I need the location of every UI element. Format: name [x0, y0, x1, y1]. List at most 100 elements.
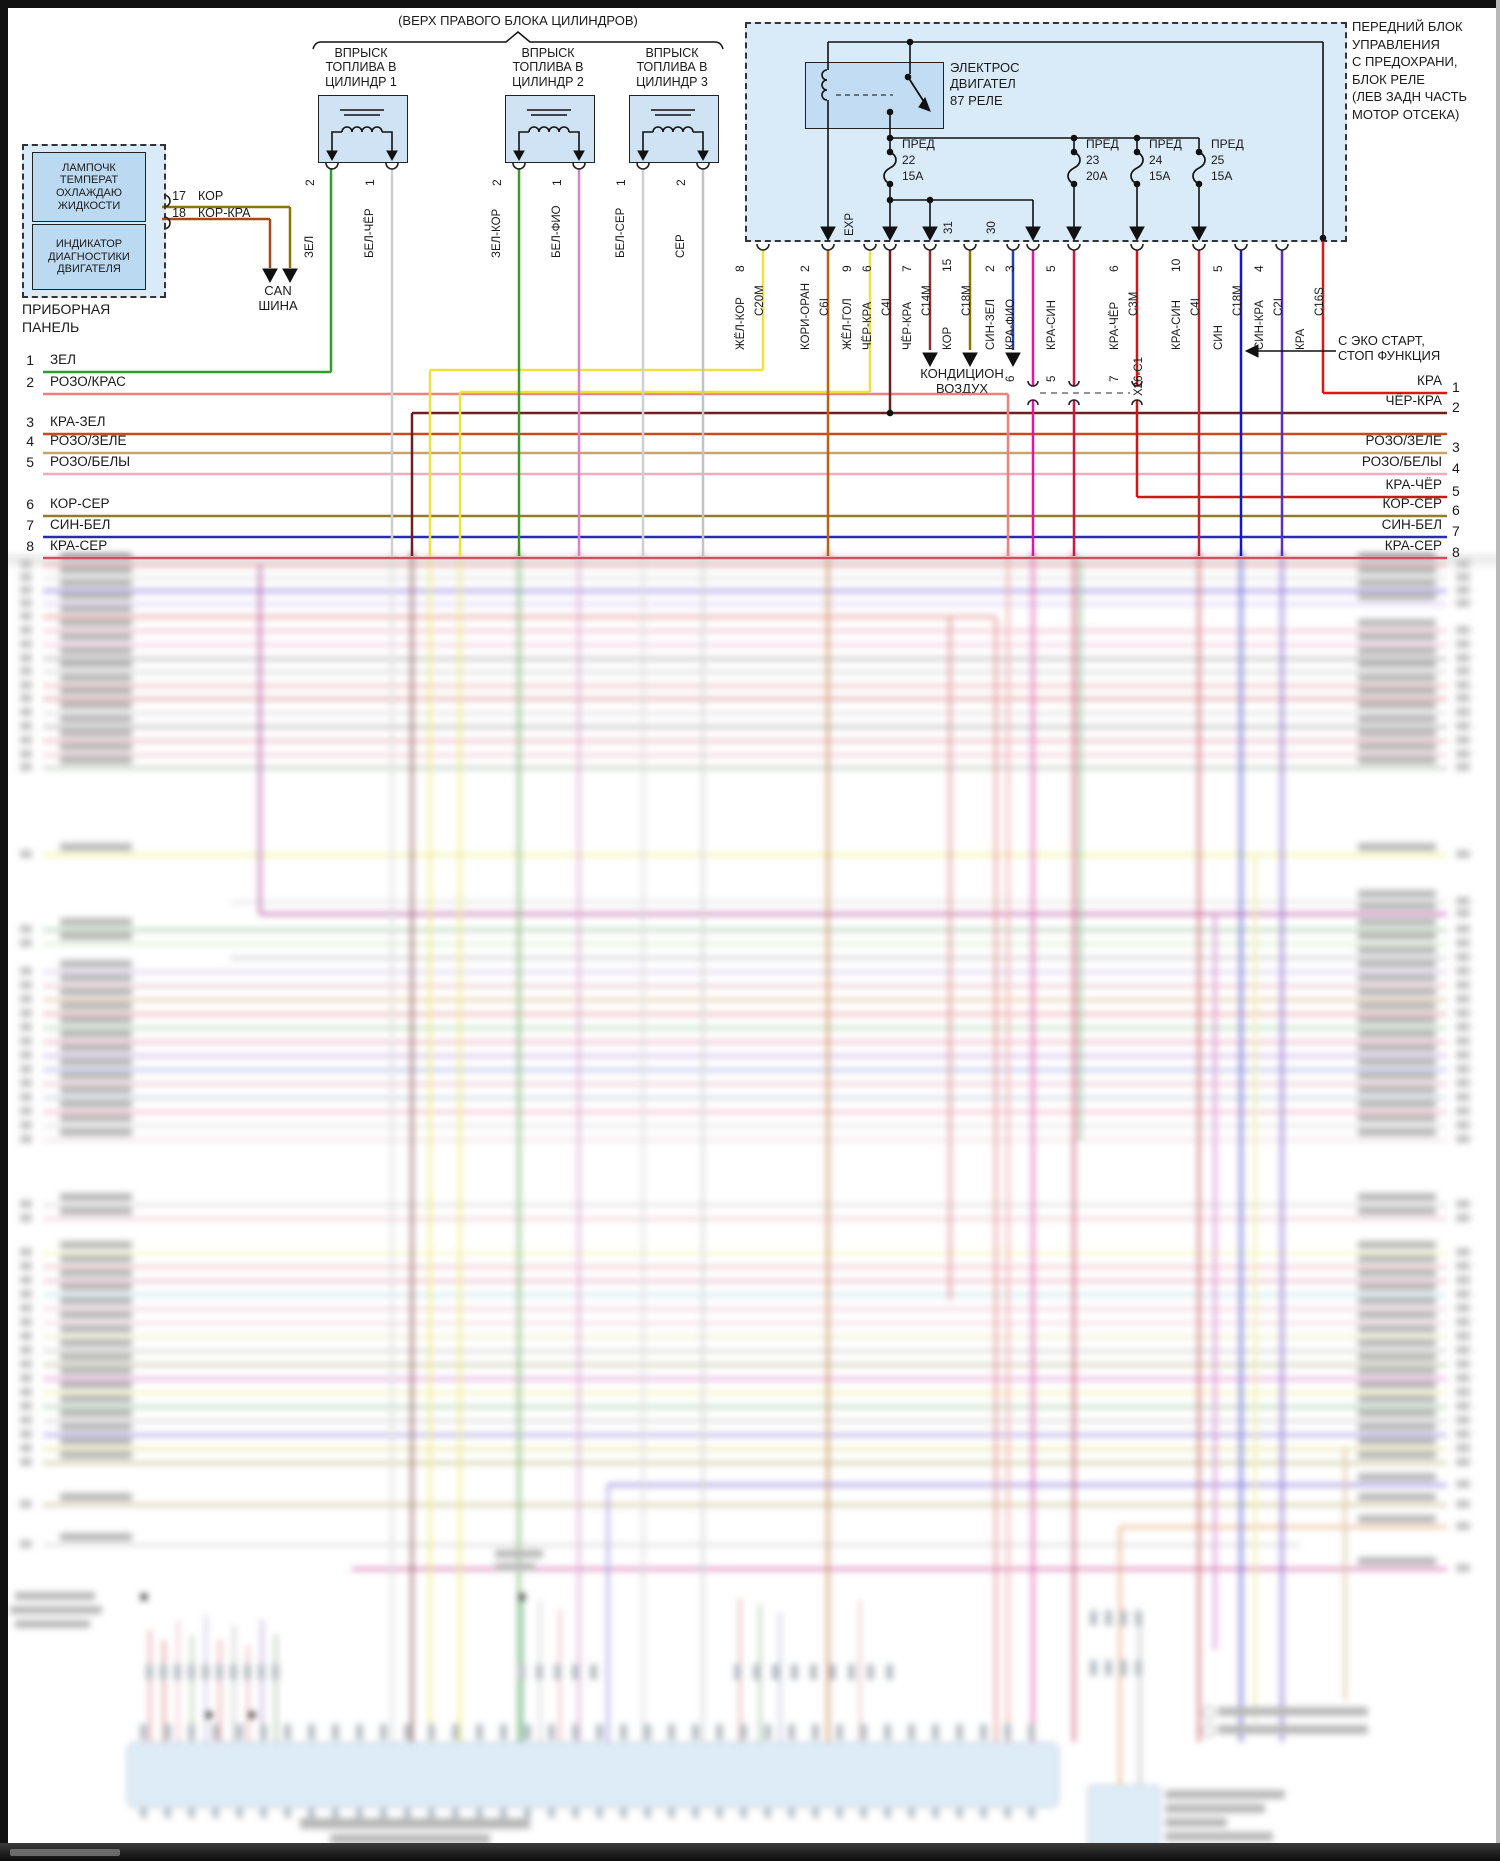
blurred-text-blob — [829, 1664, 836, 1680]
blurred-text-blob — [1358, 1325, 1436, 1333]
blurred-text-blob — [60, 1193, 132, 1201]
left-border — [0, 0, 8, 1845]
blurred-text-blob — [20, 573, 32, 581]
cylinder-bank-note: (ВЕРХ ПРАВОГО БЛОКА ЦИЛИНДРОВ) — [398, 13, 638, 28]
diagram-shape — [1025, 226, 1041, 242]
fuse-number: 24 — [1149, 153, 1163, 167]
right-row-number: 7 — [1452, 523, 1460, 539]
blurred-text-blob — [60, 756, 132, 764]
junction-dot — [1133, 148, 1141, 156]
blurred-text-blob — [980, 1808, 987, 1818]
blurred-text-blob — [791, 1664, 798, 1680]
diagram-shape — [1130, 243, 1144, 251]
blurred-text-blob — [932, 1724, 939, 1740]
diagram-shape — [883, 151, 897, 185]
blurred-text-blob — [15, 1620, 90, 1628]
ecm-connector-block — [127, 1742, 1059, 1808]
junction-dot — [205, 1711, 213, 1719]
left-row-number: 2 — [26, 374, 34, 390]
blurred-text-blob — [258, 1664, 265, 1680]
blurred-text-blob — [1358, 1269, 1436, 1277]
left-row-number: 6 — [26, 496, 34, 512]
blurred-text-blob — [620, 1724, 627, 1740]
diagram-shape — [1234, 243, 1248, 251]
blurred-text-blob — [1358, 1016, 1436, 1024]
blurred-text-blob — [332, 1724, 339, 1740]
diagram-shape — [518, 131, 529, 155]
diagram-shape — [386, 150, 398, 162]
fusebox-caption: ПЕРЕДНИЙ БЛОК УПРАВЛЕНИЯ С ПРЕДОХРАНИ, Б… — [1352, 19, 1468, 122]
right-row-label: РОЗО/ЗЕЛЕ — [1365, 433, 1443, 448]
diagram-shape — [163, 216, 171, 230]
blurred-text-blob — [60, 715, 132, 723]
blurred-text-blob — [548, 1808, 555, 1818]
blurred-text-blob — [1135, 1660, 1142, 1676]
wire-17-color: КОР — [198, 189, 224, 203]
blurred-text-blob — [1456, 1107, 1470, 1115]
blurred-text-blob — [1358, 743, 1436, 751]
blurred-text-blob — [20, 586, 32, 594]
blurred-text-blob — [20, 981, 32, 989]
blurred-text-blob — [1358, 974, 1436, 982]
left-row-label: РОЗО/КРАС — [50, 374, 126, 389]
blurred-text-blob — [20, 1135, 32, 1143]
diagram-shape — [326, 150, 338, 162]
blurred-text-blob — [356, 1724, 363, 1740]
blurred-text-blob — [848, 1664, 855, 1680]
blurred-text-blob — [1456, 1388, 1470, 1396]
diagram-shape — [528, 126, 570, 133]
blurred-text-blob — [1358, 1515, 1436, 1523]
blurred-text-blob — [1456, 925, 1470, 933]
blurred-text-blob — [1358, 1207, 1436, 1215]
fuse-number: 25 — [1211, 153, 1225, 167]
legend-symbol — [1202, 1724, 1215, 1737]
diagram-shape — [569, 131, 580, 155]
junction-dot — [886, 196, 894, 204]
diagram-shape — [1067, 243, 1081, 251]
blurred-text-blob — [60, 605, 132, 613]
blurred-text-blob — [1358, 946, 1436, 954]
fuse-number: 22 — [902, 153, 916, 167]
blurred-text-blob — [1456, 573, 1470, 581]
blurred-text-blob — [572, 1808, 579, 1818]
wire-18-color: КОР-КРА — [198, 206, 251, 220]
blurred-text-blob — [1218, 1725, 1368, 1734]
blurred-text-blob — [20, 1458, 32, 1466]
blurred-text-blob — [1456, 1564, 1470, 1572]
blurred-text-blob — [212, 1808, 219, 1818]
blurred-text-blob — [1456, 1009, 1470, 1017]
diagram-shape — [262, 268, 278, 284]
blurred-text-blob — [1456, 1458, 1470, 1466]
junction-dot — [886, 148, 894, 156]
blurred-text-blob — [60, 1451, 132, 1459]
diagram-shape — [652, 126, 694, 133]
blurred-text-blob — [1456, 1051, 1470, 1059]
blurred-text-blob — [284, 1724, 291, 1740]
diagram-shape — [820, 226, 836, 242]
pin-18-number: 18 — [172, 206, 186, 220]
blurred-text-blob — [980, 1724, 987, 1740]
blurred-text-blob — [644, 1808, 651, 1818]
injector-1-title: ВПРЫСК ТОПЛИВА В ЦИЛИНДР 1 — [325, 46, 397, 89]
blurred-text-blob — [380, 1808, 387, 1818]
blurred-text-blob — [212, 1724, 219, 1740]
blurred-text-blob — [1456, 1135, 1470, 1143]
blurred-text-blob — [692, 1724, 699, 1740]
blurred-text-blob — [1028, 1808, 1035, 1818]
blurred-text-blob — [716, 1724, 723, 1740]
blurred-text-blob — [1456, 1248, 1470, 1256]
blurred-text-blob — [20, 1402, 32, 1410]
blurred-text-blob — [1358, 902, 1436, 910]
blurred-text-blob — [500, 1724, 507, 1740]
blurred-text-blob — [404, 1808, 411, 1818]
blurred-text-blob — [60, 1016, 132, 1024]
junction-dot — [906, 38, 914, 46]
blurred-text-blob — [1090, 1660, 1097, 1676]
blurred-text-blob — [60, 1381, 132, 1389]
blurred-text-blob — [536, 1664, 543, 1680]
left-row-number: 7 — [26, 517, 34, 533]
diagram-shape — [1131, 399, 1143, 406]
fuse-number: 23 — [1086, 153, 1100, 167]
